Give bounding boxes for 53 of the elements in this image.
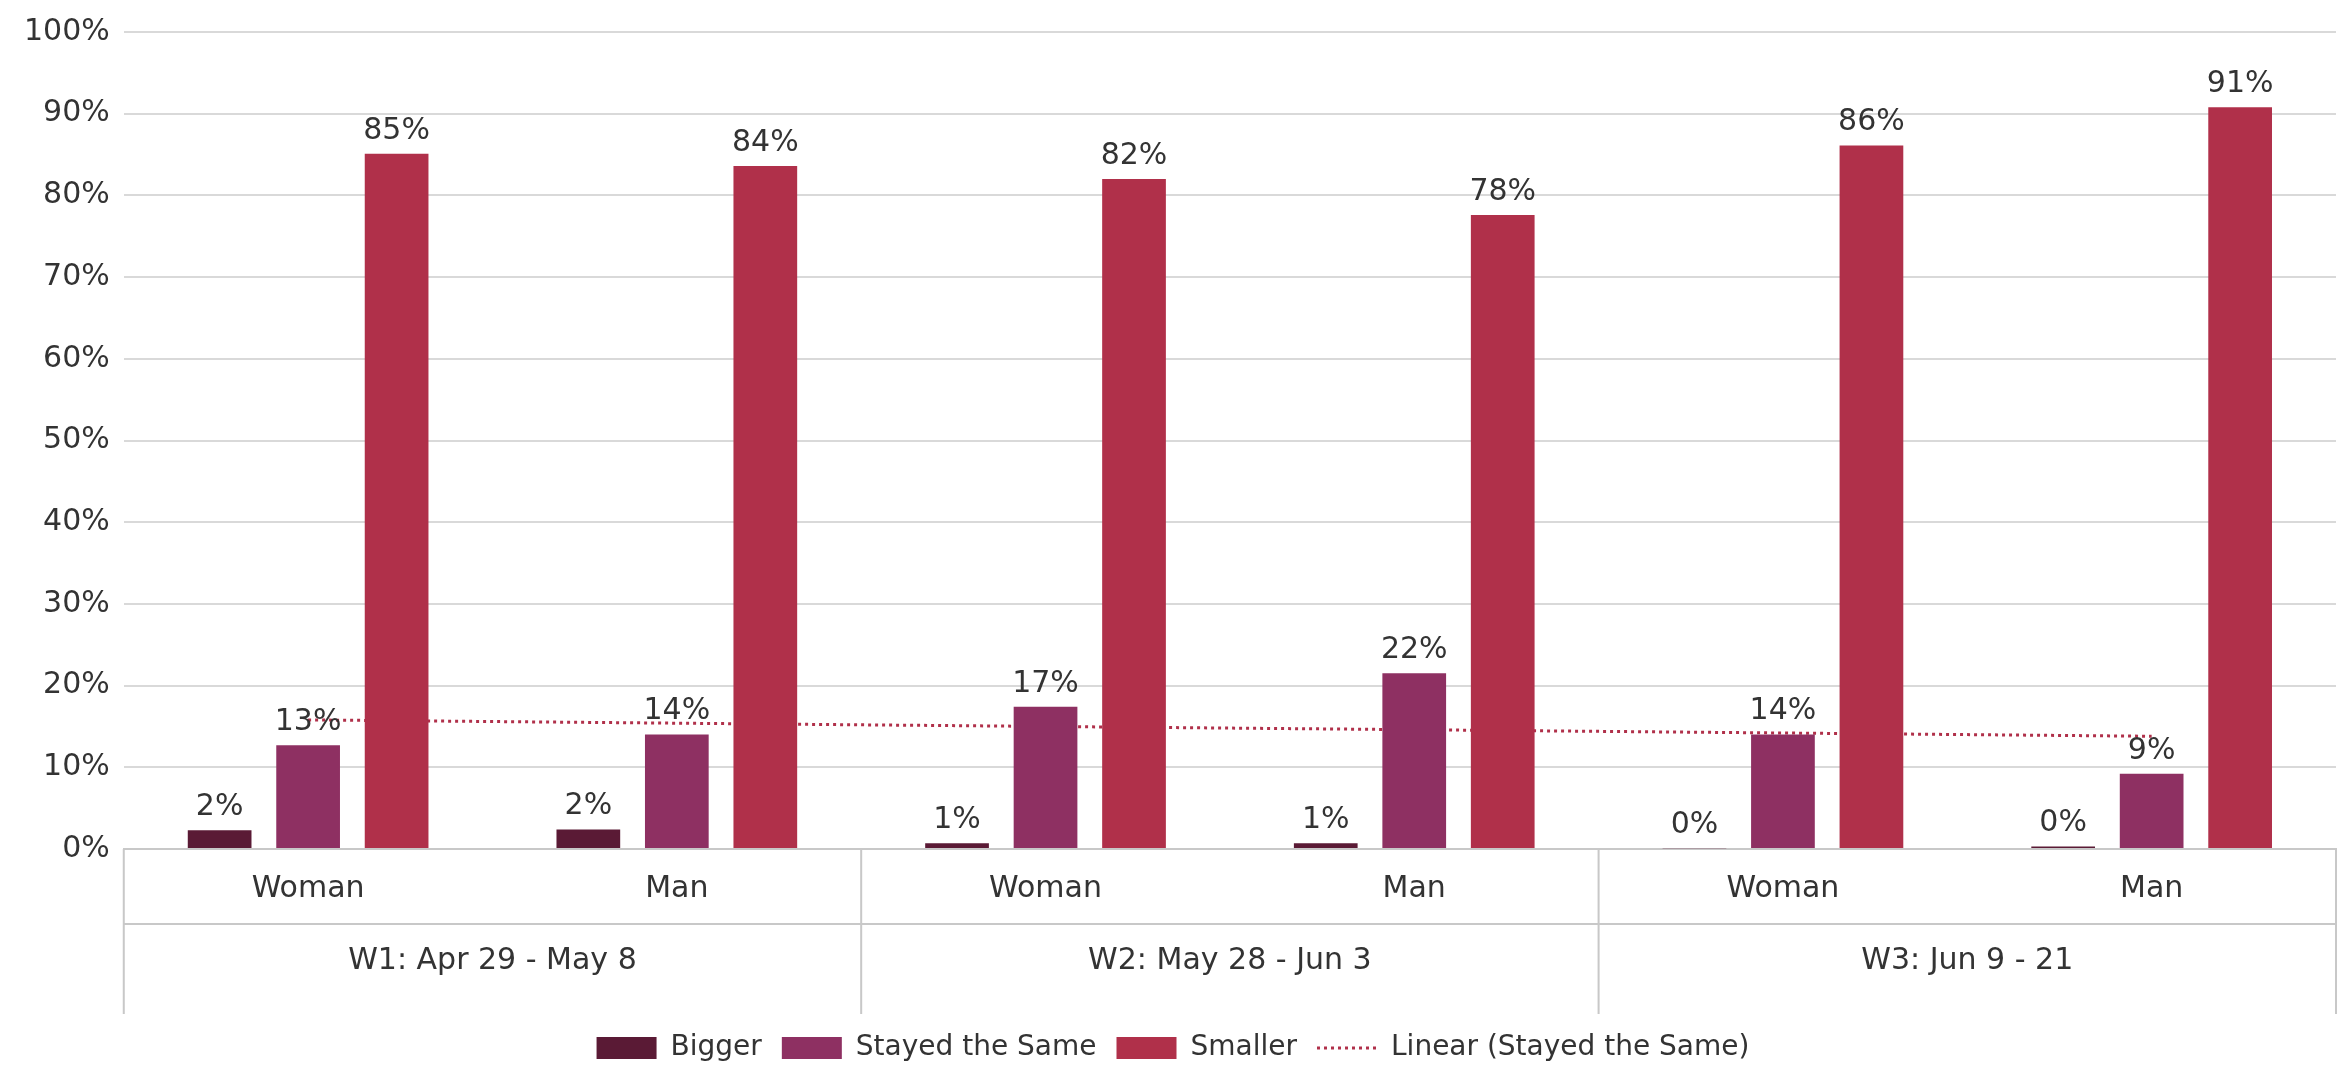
x-tick-label: Man — [645, 868, 709, 904]
bar — [925, 843, 989, 848]
bar — [276, 745, 340, 848]
bar — [1382, 673, 1447, 848]
text: W2: May 28 - Jun 3 — [1088, 940, 1372, 976]
x-tick-label: Man — [1382, 868, 1446, 904]
y-tick-label: 10% — [43, 747, 110, 783]
data-label: 2% — [564, 786, 613, 822]
data-label: 0% — [1670, 804, 1719, 840]
text: W1: Apr 29 - May 8 — [348, 940, 637, 976]
bar — [1751, 734, 1815, 848]
data-label: 9% — [2127, 730, 2176, 766]
data-label: 14% — [643, 691, 711, 727]
bar — [2119, 773, 2184, 848]
bar — [644, 734, 709, 848]
data-label: 78% — [1469, 171, 1537, 207]
y-tick-label: 30% — [43, 583, 110, 619]
y-tick-label: 100% — [23, 11, 110, 47]
x-tick-label: Man — [2120, 868, 2184, 904]
x-tick-label: Woman — [1726, 868, 1840, 904]
y-tick-label: 0% — [62, 828, 110, 864]
y-tick-label: 60% — [43, 338, 110, 374]
bar — [1293, 843, 1358, 848]
bar — [187, 830, 252, 848]
data-label: 1% — [933, 800, 981, 836]
data-label: 0% — [2039, 803, 2087, 839]
bar — [556, 829, 621, 848]
y-tick-label: 20% — [43, 665, 110, 701]
data-label: 91% — [2206, 63, 2274, 99]
x-tick-label: Woman — [251, 868, 365, 904]
data-label: 14% — [1749, 691, 1817, 727]
bar — [2208, 107, 2272, 848]
y-tick-label: 80% — [43, 175, 110, 211]
data-label: 84% — [731, 122, 799, 158]
legend-label: Linear (Stayed the Same) — [1391, 1029, 1750, 1063]
y-tick-label: 40% — [43, 502, 110, 537]
data-label: 2% — [195, 787, 244, 823]
y-tick-label: 50% — [43, 420, 110, 456]
data-label: 13% — [274, 702, 342, 738]
data-label: 17% — [1012, 663, 1079, 699]
data-label: 1% — [1301, 800, 1350, 836]
legend-label: Smaller — [1190, 1029, 1298, 1063]
data-label: 82% — [1100, 135, 1168, 171]
bar — [1013, 706, 1078, 848]
data-label: 86% — [1838, 102, 1905, 138]
y-tick-label: 70% — [43, 256, 110, 292]
legend-label: Stayed the Same — [855, 1029, 1097, 1063]
y-tick-label: 90% — [43, 93, 110, 129]
legend-label: Bigger — [670, 1029, 763, 1063]
x-tick-label: Woman — [989, 868, 1102, 904]
text: W3: Jun 9 - 21 — [1861, 940, 2074, 976]
data-label: 22% — [1380, 630, 1448, 666]
data-label: 85% — [363, 110, 430, 146]
